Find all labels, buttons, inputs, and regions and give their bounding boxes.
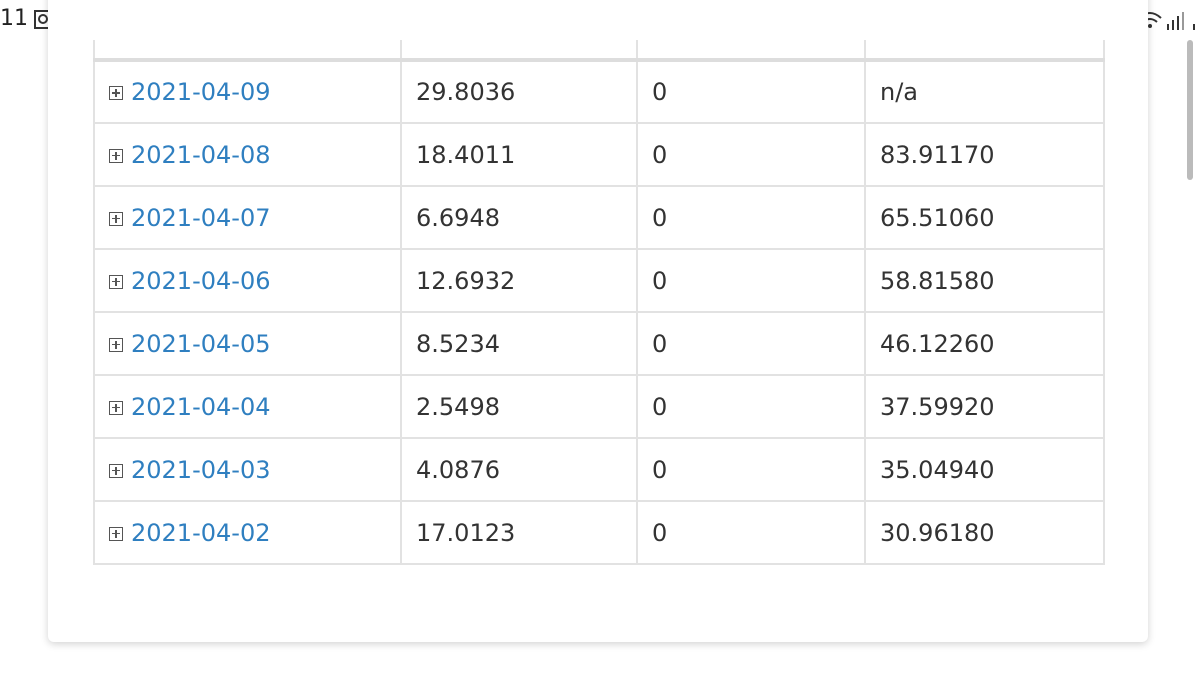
cell-text: 17.0123 — [416, 518, 516, 547]
table-cell: 0 — [636, 59, 866, 124]
expand-icon[interactable] — [109, 274, 123, 289]
cell-text: 37.59920 — [880, 392, 995, 421]
table-cell: 2021-04-03 — [93, 437, 402, 502]
cell-text: 0 — [652, 392, 668, 421]
table-row: 2021-04-09 29.8036 0 n/a — [93, 59, 1105, 124]
cell-text: 58.81580 — [880, 266, 995, 295]
cell-text: 0 — [652, 518, 668, 547]
table-cell: 0 — [636, 374, 866, 439]
cell-text: n/a — [880, 78, 919, 106]
table-row: 2021-04-04 2.5498 0 37.59920 — [93, 374, 1105, 439]
table-cell: 2021-04-06 — [93, 248, 402, 313]
table-row: 2021-04-05 8.5234 0 46.12260 — [93, 311, 1105, 376]
table-cell: 2021-04-02 — [93, 500, 402, 565]
cell-text: 4.0876 — [416, 455, 500, 484]
cell-text: 2.5498 — [416, 392, 500, 421]
data-table: 2021-04-09 29.8036 0 n/a 2021-04-08 18.4011 0 8… — [93, 40, 1105, 565]
table-cell: 2021-04-07 — [93, 185, 402, 250]
table-cell: 17.0123 — [400, 500, 638, 565]
expand-icon[interactable] — [109, 211, 123, 226]
cell-text: 65.51060 — [880, 203, 995, 232]
expand-icon[interactable] — [109, 400, 123, 415]
date-link[interactable]: 2021-04-09 — [131, 78, 271, 106]
table-cell: 0 — [636, 500, 866, 565]
table-row: 2021-04-03 4.0876 0 35.04940 — [93, 437, 1105, 502]
cell-text: 0 — [652, 140, 668, 169]
scrollbar[interactable] — [1187, 40, 1193, 180]
cell-text: 0 — [652, 329, 668, 358]
date-link[interactable]: 2021-04-05 — [131, 329, 271, 358]
table-cell: 2021-04-05 — [93, 311, 402, 376]
table-cell: 65.51060 — [864, 185, 1105, 250]
cell-text: 6.6948 — [416, 203, 500, 232]
cell-text: 18.4011 — [416, 140, 516, 169]
cell-text: 30.96180 — [880, 518, 995, 547]
table-cell: 8.5234 — [400, 311, 638, 376]
cell-text: 29.8036 — [416, 78, 516, 106]
table-row: 2021-04-08 18.4011 0 83.91170 — [93, 122, 1105, 187]
date-link[interactable]: 2021-04-02 — [131, 518, 271, 547]
table-cell: 29.8036 — [400, 59, 638, 124]
table-cell: 37.59920 — [864, 374, 1105, 439]
table-cell: 35.04940 — [864, 437, 1105, 502]
table-cell: 58.81580 — [864, 248, 1105, 313]
date-link[interactable]: 2021-04-07 — [131, 203, 271, 232]
table-row: 2021-04-07 6.6948 0 65.51060 — [93, 185, 1105, 250]
table-cell: 0 — [636, 248, 866, 313]
expand-icon[interactable] — [109, 463, 123, 478]
table-cell: 0 — [636, 311, 866, 376]
expand-icon[interactable] — [109, 86, 123, 100]
table-cell: 2021-04-09 — [93, 59, 402, 124]
table-cell: 2021-04-04 — [93, 374, 402, 439]
table-cell: 30.96180 — [864, 500, 1105, 565]
expand-icon[interactable] — [109, 148, 123, 163]
table-cell: 46.12260 — [864, 311, 1105, 376]
table-cell: 83.91170 — [864, 122, 1105, 187]
status-time: 11 — [0, 6, 28, 31]
date-link[interactable]: 2021-04-03 — [131, 455, 271, 484]
cell-text: 0 — [652, 266, 668, 295]
cell-text: 0 — [652, 203, 668, 232]
table-cell: 4.0876 — [400, 437, 638, 502]
cell-text: 83.91170 — [880, 140, 995, 169]
table-cell: 0 — [636, 122, 866, 187]
table-cell: 18.4011 — [400, 122, 638, 187]
cell-text: 35.04940 — [880, 455, 995, 484]
table-row: 2021-04-06 12.6932 0 58.81580 — [93, 248, 1105, 313]
table-cell: 12.6932 — [400, 248, 638, 313]
cell-text: 8.5234 — [416, 329, 500, 358]
date-link[interactable]: 2021-04-08 — [131, 140, 271, 169]
expand-icon[interactable] — [109, 526, 123, 541]
cell-text: 46.12260 — [880, 329, 995, 358]
table-cell: 0 — [636, 437, 866, 502]
table-cell: 2021-04-08 — [93, 122, 402, 187]
table-cell: 2.5498 — [400, 374, 638, 439]
table-cell: 6.6948 — [400, 185, 638, 250]
table-cell: 0 — [636, 185, 866, 250]
cell-text: 0 — [652, 455, 668, 484]
table-cell: n/a — [864, 59, 1105, 124]
date-link[interactable]: 2021-04-04 — [131, 392, 271, 421]
expand-icon[interactable] — [109, 337, 123, 352]
header-row — [93, 40, 1105, 62]
date-link[interactable]: 2021-04-06 — [131, 266, 271, 295]
table-row: 2021-04-02 17.0123 0 30.96180 — [93, 500, 1105, 565]
cell-text: 0 — [652, 78, 668, 106]
cell-text: 12.6932 — [416, 266, 516, 295]
